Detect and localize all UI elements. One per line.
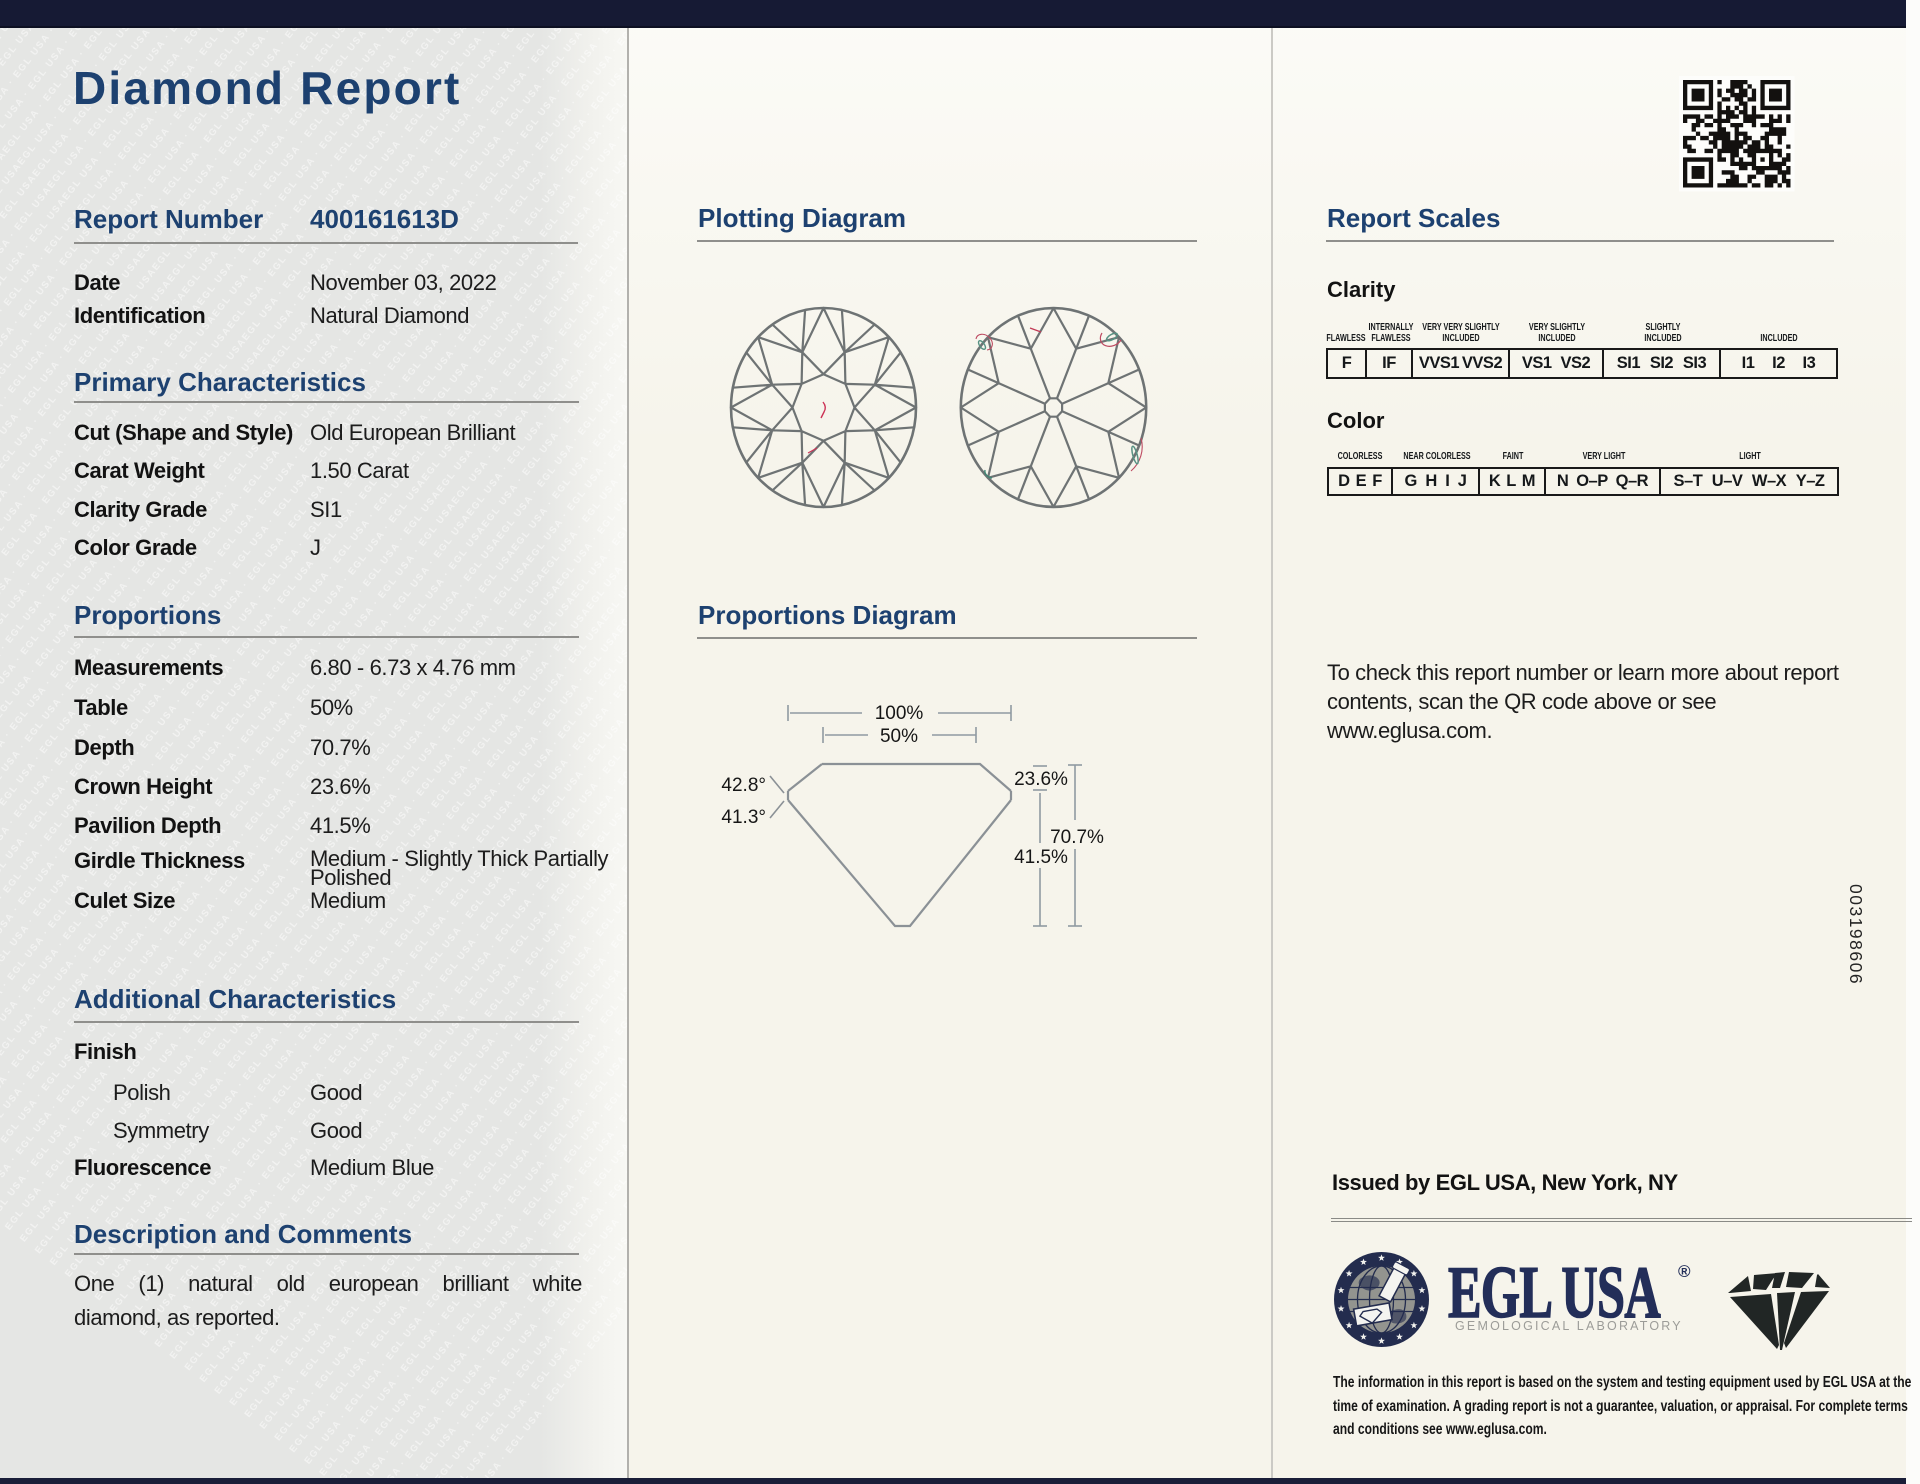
svg-text:41.5%: 41.5% <box>1014 847 1068 868</box>
svg-text:23.6%: 23.6% <box>1014 769 1068 790</box>
svg-text:50%: 50% <box>880 726 918 747</box>
svg-text:41.3°: 41.3° <box>721 807 766 828</box>
svg-text:42.8°: 42.8° <box>721 775 766 796</box>
svg-text:70.7%: 70.7% <box>1050 827 1104 848</box>
svg-text:100%: 100% <box>875 703 924 724</box>
